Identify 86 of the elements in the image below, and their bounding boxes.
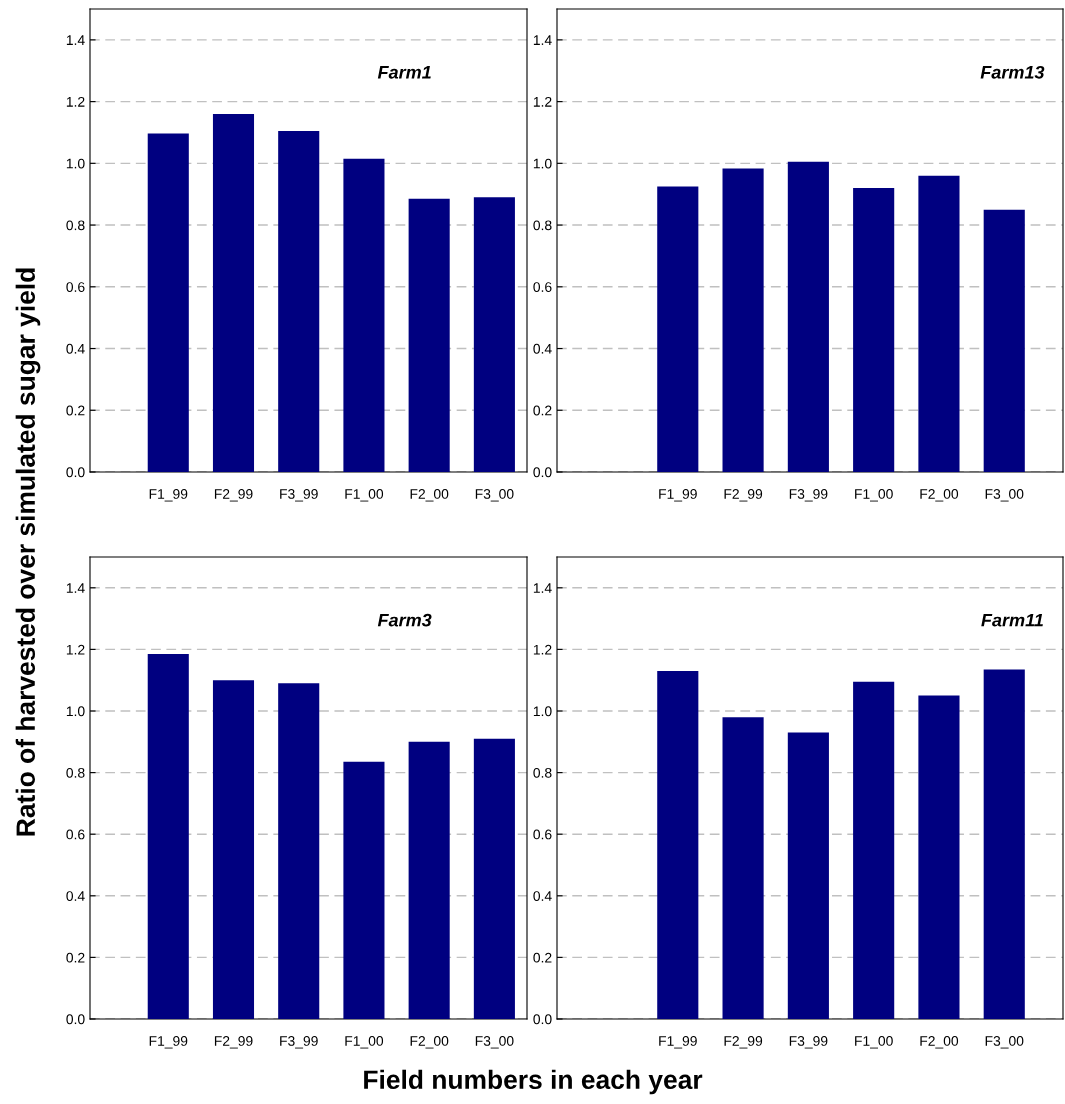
annotation: Farm3 bbox=[377, 613, 432, 627]
bar bbox=[787, 732, 829, 1019]
y-tick-label: 1.0 bbox=[533, 158, 552, 169]
x-tick-label: F3_00 bbox=[475, 489, 514, 502]
bar bbox=[278, 130, 320, 472]
x-axis-title: Field numbers in each year bbox=[364, 1069, 703, 1095]
bar bbox=[657, 670, 699, 1019]
annotation: Farm13 bbox=[980, 65, 1045, 79]
bar bbox=[212, 113, 255, 472]
y-tick-label: 1.0 bbox=[533, 706, 552, 717]
y-tick-label: 0.8 bbox=[66, 767, 85, 778]
y-tick-label: 0.0 bbox=[533, 467, 552, 478]
bar bbox=[853, 681, 895, 1019]
x-tick-label: F1_99 bbox=[659, 1036, 697, 1049]
x-tick-label: F1_00 bbox=[855, 1036, 893, 1049]
annotation: Farm1 bbox=[377, 66, 431, 79]
y-tick-label: 0.0 bbox=[66, 1014, 85, 1025]
x-tick-label: F1_99 bbox=[149, 1036, 188, 1049]
y-tick-label: 1.2 bbox=[533, 644, 552, 655]
x-tick-label: F1_99 bbox=[659, 489, 697, 502]
y-tick-label: 0.4 bbox=[533, 343, 552, 354]
y-tick-label: 0.0 bbox=[66, 467, 85, 478]
y-tick-label: 1.4 bbox=[533, 583, 552, 593]
bar bbox=[343, 158, 385, 472]
bar bbox=[278, 683, 320, 1019]
y-tick-label: 0.8 bbox=[533, 767, 552, 778]
y-tick-label: 0.6 bbox=[533, 282, 552, 292]
x-tick-label: F2_99 bbox=[214, 1036, 253, 1049]
bar bbox=[212, 680, 255, 1019]
y-tick-label: 0.6 bbox=[533, 829, 552, 840]
y-tick-label: 1.4 bbox=[66, 583, 85, 593]
x-tick-label: F1_00 bbox=[345, 489, 384, 502]
y-tick-label: 0.2 bbox=[533, 405, 552, 416]
y-tick-label: 0.4 bbox=[66, 343, 85, 354]
bar bbox=[918, 695, 960, 1019]
x-tick-label: F2_99 bbox=[724, 489, 763, 502]
x-tick-label: F2_00 bbox=[920, 1036, 959, 1049]
bar bbox=[983, 669, 1025, 1019]
x-tick-label: F3_00 bbox=[985, 489, 1024, 502]
x-tick-label: F3_00 bbox=[985, 1036, 1024, 1049]
x-tick-label: F2_00 bbox=[920, 489, 959, 502]
x-tick-label: F2_99 bbox=[724, 1036, 763, 1049]
annotation: Farm11 bbox=[981, 613, 1043, 627]
y-axis-title: Ratio of harvested over simulated sugar yield bbox=[15, 268, 41, 836]
bar bbox=[408, 198, 450, 472]
x-tick-label: F3_99 bbox=[280, 489, 318, 502]
bar bbox=[722, 168, 764, 472]
bar bbox=[722, 717, 764, 1019]
y-tick-label: 1.2 bbox=[533, 96, 552, 107]
y-tick-label: 0.8 bbox=[66, 220, 85, 231]
bar bbox=[983, 209, 1025, 472]
y-tick-label: 0.8 bbox=[533, 220, 552, 231]
bar bbox=[918, 175, 960, 472]
x-tick-label: F1_00 bbox=[855, 489, 893, 502]
y-tick-label: 1.4 bbox=[66, 35, 85, 45]
y-tick-label: 1.4 bbox=[533, 35, 552, 45]
bar bbox=[473, 738, 515, 1019]
x-tick-label: F1_99 bbox=[149, 489, 188, 502]
x-tick-label: F3_00 bbox=[475, 1036, 514, 1049]
bar bbox=[408, 741, 450, 1019]
x-tick-label: F1_00 bbox=[345, 1036, 384, 1049]
y-tick-label: 1.0 bbox=[66, 158, 85, 169]
y-tick-label: 0.4 bbox=[533, 891, 552, 901]
y-tick-label: 1.2 bbox=[66, 644, 85, 655]
y-tick-label: 1.2 bbox=[66, 96, 85, 107]
y-tick-label: 0.0 bbox=[533, 1014, 552, 1025]
x-tick-label: F3_99 bbox=[280, 1036, 318, 1049]
y-tick-label: 0.6 bbox=[66, 282, 85, 292]
bar bbox=[343, 761, 385, 1019]
bar bbox=[473, 197, 515, 472]
y-tick-label: 1.0 bbox=[66, 706, 85, 717]
y-tick-label: 0.2 bbox=[533, 952, 552, 963]
x-tick-label: F2_00 bbox=[410, 1036, 449, 1049]
bar bbox=[853, 188, 895, 472]
x-tick-label: F3_99 bbox=[789, 489, 828, 502]
bar bbox=[147, 133, 189, 472]
y-tick-label: 0.4 bbox=[66, 891, 85, 901]
x-tick-label: F2_00 bbox=[410, 489, 449, 502]
y-tick-label: 0.2 bbox=[66, 952, 85, 963]
bar bbox=[787, 161, 829, 472]
y-tick-label: 0.6 bbox=[66, 829, 85, 840]
bar bbox=[657, 186, 699, 472]
bar bbox=[147, 654, 189, 1019]
x-tick-label: F3_99 bbox=[789, 1036, 828, 1049]
y-tick-label: 0.2 bbox=[66, 405, 85, 416]
x-tick-label: F2_99 bbox=[214, 489, 253, 502]
